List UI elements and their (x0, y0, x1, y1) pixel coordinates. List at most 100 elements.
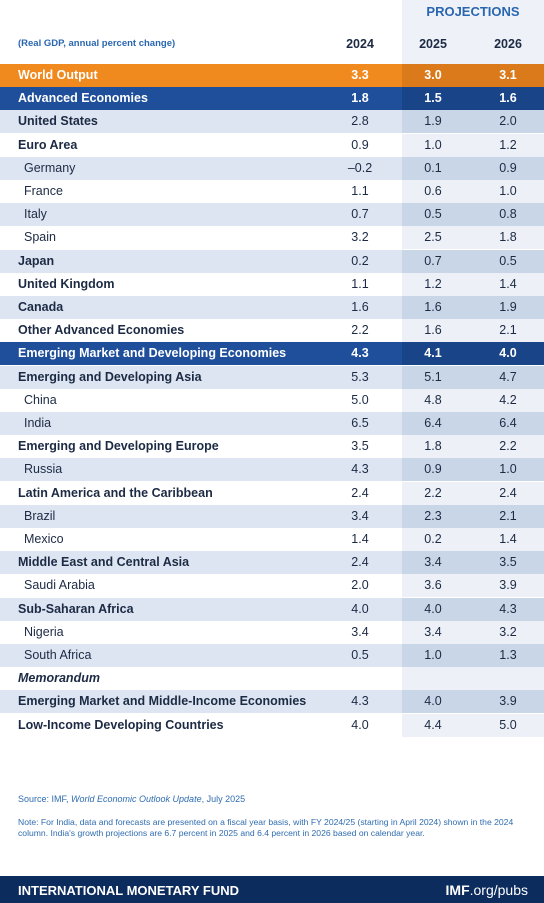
value-cell: 1.0 (424, 137, 442, 152)
value-cell: 0.9 (351, 137, 369, 152)
value-cell: 4.8 (424, 392, 442, 407)
projection-band (402, 504, 544, 528)
value-cell: 1.3 (499, 648, 517, 662)
table-row: Sub-Saharan Africa 4.0 4.0 4.3 (0, 597, 544, 621)
row-label: Nigeria (24, 624, 64, 639)
footer-bar: INTERNATIONAL MONETARY FUND IMF.org/pubs (0, 876, 544, 903)
value-cell: 4.4 (424, 717, 442, 732)
projection-band (402, 620, 544, 644)
value-cell: 5.0 (351, 392, 369, 407)
value-cell: 1.1 (351, 276, 369, 291)
table-row: Mexico 1.4 0.2 1.4 (0, 528, 544, 551)
value-cell: 2.4 (499, 485, 517, 500)
projection-band (402, 365, 544, 389)
value-cell: 4.0 (351, 601, 369, 616)
table-row: Euro Area 0.9 1.0 1.2 (0, 133, 544, 157)
value-cell: 3.3 (351, 68, 369, 82)
value-cell: 2.0 (499, 114, 517, 129)
row-label: Emerging Market and Middle-Income Econom… (18, 694, 307, 709)
table-row: Nigeria 3.4 3.4 3.2 (0, 620, 544, 644)
row-label: India (24, 416, 52, 430)
row-label: Japan (18, 253, 55, 268)
value-cell: 2.1 (499, 323, 517, 338)
table-row: Emerging and Developing Asia 5.3 5.1 4.7 (0, 365, 544, 389)
row-label: Memorandum (18, 671, 100, 686)
projection-band (402, 0, 544, 64)
value-cell: 4.7 (499, 369, 517, 384)
value-cell: 1.8 (351, 91, 369, 106)
value-cell: 4.0 (499, 346, 517, 361)
value-cell: 1.0 (499, 462, 517, 477)
value-cell: 1.0 (424, 648, 442, 662)
value-cell: 4.3 (499, 601, 517, 616)
value-cell: 1.2 (424, 276, 442, 291)
value-cell: 4.0 (424, 601, 442, 616)
projection-band (402, 481, 544, 505)
source-prefix: Source: IMF, (18, 794, 72, 804)
table-row: Japan 0.2 0.7 0.5 (0, 249, 544, 273)
value-cell: 0.7 (351, 207, 369, 222)
value-cell: 0.7 (424, 253, 442, 268)
row-label: Low-Income Developing Countries (18, 717, 224, 732)
row-label: France (24, 184, 63, 198)
column-header: 2026 (494, 37, 522, 51)
table-row: Low-Income Developing Countries 4.0 4.4 5.0 (0, 713, 544, 737)
row-label: Euro Area (18, 137, 78, 152)
value-cell: 4.0 (424, 694, 442, 709)
row-label: China (24, 392, 57, 407)
value-cell: 3.2 (499, 624, 517, 639)
value-cell: 3.4 (424, 624, 442, 639)
table-row: Russia 4.3 0.9 1.0 (0, 458, 544, 482)
value-cell: 0.2 (424, 532, 442, 546)
table-row: Germany –0.2 0.1 0.9 (0, 156, 544, 180)
row-label: Canada (18, 300, 64, 314)
table-row: World Output 3.3 3.0 3.1 (0, 64, 544, 87)
column-header: 2025 (419, 37, 447, 51)
value-cell: 4.3 (351, 694, 369, 709)
source-title: World Economic Outlook Update (71, 794, 202, 804)
row-label: United States (18, 114, 98, 129)
value-cell: 6.5 (351, 416, 369, 430)
row-label: Sub-Saharan Africa (18, 601, 134, 616)
table-row: Other Advanced Economies 2.2 1.6 2.1 (0, 319, 544, 343)
value-cell: 2.0 (351, 578, 369, 593)
footer-site: IMF.org/pubs (446, 882, 528, 898)
value-cell: 1.5 (424, 91, 442, 106)
table-row: Canada 1.6 1.6 1.9 (0, 296, 544, 319)
value-cell: 2.8 (351, 114, 369, 129)
projection-band (402, 203, 544, 227)
projection-band (402, 296, 544, 319)
projection-band (402, 64, 544, 87)
table-row: Italy 0.7 0.5 0.8 (0, 203, 544, 227)
value-cell: 2.4 (351, 555, 369, 570)
value-cell: 4.3 (351, 462, 369, 477)
footer-org: INTERNATIONAL MONETARY FUND (18, 883, 239, 898)
projection-band (402, 528, 544, 551)
source-suffix: , July 2025 (201, 794, 246, 804)
row-label: Mexico (24, 532, 64, 546)
value-cell: 1.6 (424, 300, 442, 314)
value-cell: 2.2 (351, 323, 369, 338)
projection-band (402, 435, 544, 459)
table-row: China 5.0 4.8 4.2 (0, 388, 544, 412)
row-label: Other Advanced Economies (18, 323, 185, 338)
value-cell: 1.0 (499, 184, 517, 198)
value-cell: 2.2 (499, 439, 517, 454)
value-cell: 3.6 (424, 578, 442, 593)
row-label: Brazil (24, 508, 56, 523)
projection-band (402, 226, 544, 250)
value-cell: 1.9 (424, 114, 442, 129)
projection-band (402, 551, 544, 575)
value-cell: 3.5 (499, 555, 517, 570)
note: Note: For India, data and forecasts are … (18, 817, 514, 838)
value-cell: 2.1 (499, 508, 517, 523)
projections-label: PROJECTIONS (426, 4, 520, 19)
row-label: Emerging and Developing Europe (18, 439, 219, 454)
value-cell: 0.5 (351, 648, 369, 662)
table-row: Emerging and Developing Europe 3.5 1.8 2.2 (0, 435, 544, 459)
table-row: India 6.5 6.4 6.4 (0, 412, 544, 435)
table-row: Advanced Economies 1.8 1.5 1.6 (0, 87, 544, 111)
projection-band (402, 388, 544, 412)
value-cell: 1.2 (499, 137, 517, 152)
